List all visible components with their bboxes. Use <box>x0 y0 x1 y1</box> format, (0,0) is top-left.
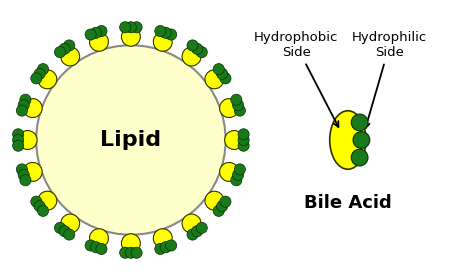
Ellipse shape <box>90 229 109 248</box>
Circle shape <box>131 247 142 258</box>
Circle shape <box>125 247 137 258</box>
Circle shape <box>91 242 101 253</box>
Ellipse shape <box>38 70 57 89</box>
Circle shape <box>165 29 177 40</box>
Circle shape <box>213 64 224 75</box>
Circle shape <box>233 100 244 111</box>
Circle shape <box>59 226 70 237</box>
Circle shape <box>34 201 45 212</box>
Circle shape <box>351 149 368 166</box>
Circle shape <box>37 64 49 75</box>
Circle shape <box>220 73 231 84</box>
Circle shape <box>31 196 42 207</box>
Ellipse shape <box>219 99 238 118</box>
Circle shape <box>36 45 226 235</box>
Circle shape <box>234 105 246 116</box>
Circle shape <box>217 68 228 79</box>
Text: Hydrophobic
Side: Hydrophobic Side <box>254 31 338 127</box>
Ellipse shape <box>18 130 37 150</box>
Circle shape <box>85 240 96 251</box>
Circle shape <box>31 73 42 84</box>
Circle shape <box>231 175 242 186</box>
Circle shape <box>196 46 207 58</box>
Ellipse shape <box>23 162 42 181</box>
Circle shape <box>18 169 29 180</box>
Ellipse shape <box>121 27 140 46</box>
Ellipse shape <box>182 47 201 66</box>
Circle shape <box>155 25 166 37</box>
Ellipse shape <box>61 214 80 233</box>
Circle shape <box>231 94 242 105</box>
Circle shape <box>96 25 107 37</box>
Circle shape <box>55 46 65 58</box>
Circle shape <box>217 201 228 212</box>
Circle shape <box>85 29 96 40</box>
Circle shape <box>353 132 370 148</box>
Circle shape <box>155 243 166 255</box>
Text: Hydrophilic
Side: Hydrophilic Side <box>352 31 427 128</box>
Circle shape <box>20 94 31 105</box>
Circle shape <box>191 226 203 237</box>
Text: Lipid: Lipid <box>100 130 162 150</box>
Circle shape <box>91 27 101 38</box>
Text: Bile Acid: Bile Acid <box>304 194 392 212</box>
Circle shape <box>191 43 203 54</box>
Circle shape <box>16 164 27 175</box>
Circle shape <box>131 22 142 33</box>
Ellipse shape <box>153 229 172 248</box>
Circle shape <box>238 129 249 140</box>
Ellipse shape <box>121 234 140 253</box>
Ellipse shape <box>38 191 57 210</box>
Circle shape <box>351 114 368 131</box>
Circle shape <box>187 40 198 51</box>
Circle shape <box>234 164 246 175</box>
Circle shape <box>119 247 131 258</box>
Circle shape <box>34 68 45 79</box>
Circle shape <box>119 22 131 33</box>
Circle shape <box>238 140 249 151</box>
Circle shape <box>125 22 137 33</box>
Circle shape <box>37 205 49 216</box>
Circle shape <box>213 205 224 216</box>
Ellipse shape <box>90 32 109 51</box>
Ellipse shape <box>219 162 238 181</box>
Circle shape <box>233 169 244 180</box>
Circle shape <box>18 100 29 111</box>
Circle shape <box>96 243 107 255</box>
Circle shape <box>20 175 31 186</box>
Circle shape <box>187 229 198 240</box>
Ellipse shape <box>330 111 366 169</box>
Circle shape <box>165 240 177 251</box>
Circle shape <box>196 222 207 234</box>
Circle shape <box>13 129 24 140</box>
Circle shape <box>59 43 70 54</box>
Circle shape <box>16 105 27 116</box>
Circle shape <box>160 242 171 253</box>
Circle shape <box>55 222 65 234</box>
Ellipse shape <box>225 130 244 150</box>
Ellipse shape <box>23 99 42 118</box>
Circle shape <box>64 229 75 240</box>
Circle shape <box>160 27 171 38</box>
Ellipse shape <box>182 214 201 233</box>
Circle shape <box>13 140 24 151</box>
Ellipse shape <box>153 32 172 51</box>
Circle shape <box>238 134 249 146</box>
Circle shape <box>13 134 24 146</box>
Ellipse shape <box>61 47 80 66</box>
Circle shape <box>64 40 75 51</box>
Ellipse shape <box>205 191 224 210</box>
Circle shape <box>220 196 231 207</box>
Ellipse shape <box>205 70 224 89</box>
